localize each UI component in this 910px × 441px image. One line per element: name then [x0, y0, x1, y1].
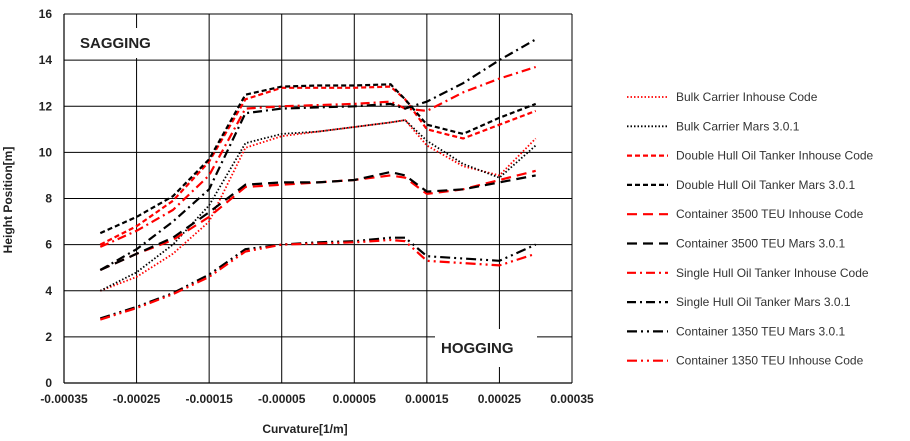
legend-label: Container 1350 TEU Mars 3.0.1	[676, 324, 846, 338]
annotation-background	[435, 329, 537, 367]
legend-label: Bulk Carrier Inhouse Code	[676, 90, 818, 104]
y-tick-label: 14	[39, 53, 53, 67]
legend-label: Double Hull Oil Tanker Mars 3.0.1	[676, 178, 856, 192]
tick-labels: -0.00035 -0.00025 -0.00015 -0.00005 0.00005 0…	[39, 7, 594, 406]
x-tick-label: -0.00015	[185, 392, 233, 406]
legend-label: Single Hull Oil Tanker Inhouse Code	[676, 266, 869, 280]
legend: Bulk Carrier Inhouse Code Bulk Carrier Ma…	[627, 90, 874, 368]
y-tick-label: 16	[39, 7, 53, 21]
annotation-label: HOGGING	[441, 340, 514, 357]
series-line	[99, 85, 537, 246]
y-tick-label: 4	[45, 284, 52, 298]
legend-label: Container 3500 TEU Mars 3.0.1	[676, 237, 846, 251]
x-tick-label: 0.00015	[405, 392, 449, 406]
series-line	[99, 170, 536, 272]
x-axis-title: Curvature[1/m]	[262, 422, 347, 436]
x-tick-label: -0.00035	[40, 392, 88, 406]
x-tick-label: 0.00035	[550, 392, 594, 406]
series-line	[99, 83, 537, 235]
y-tick-label: 8	[45, 192, 52, 206]
axes	[63, 14, 572, 384]
y-tick-label: 0	[45, 376, 52, 390]
y-tick-label: 6	[45, 238, 52, 252]
series-line	[99, 236, 537, 320]
series-line	[99, 238, 537, 321]
legend-label: Single Hull Oil Tanker Mars 3.0.1	[676, 295, 851, 309]
y-tick-label: 10	[39, 145, 53, 159]
series-line	[99, 38, 537, 271]
x-tick-label: 0.00005	[333, 392, 377, 406]
legend-label: Double Hull Oil Tanker Inhouse Code	[676, 149, 874, 163]
series-line	[99, 119, 537, 292]
annotation-label: SAGGING	[80, 35, 151, 52]
y-tick-label: 12	[39, 99, 53, 113]
x-tick-label: -0.00025	[113, 392, 161, 406]
gridlines	[63, 13, 573, 384]
series-line	[99, 119, 537, 292]
series-lines	[99, 38, 537, 321]
legend-label: Bulk Carrier Mars 3.0.1	[676, 119, 800, 133]
x-tick-label: -0.00005	[258, 392, 306, 406]
y-tick-label: 2	[45, 330, 52, 344]
series-line	[99, 65, 537, 248]
annotations: SAGGING HOGGING	[74, 28, 537, 367]
x-tick-label: 0.00025	[478, 392, 522, 406]
y-axis-title: Height Position[m]	[1, 147, 15, 254]
legend-label: Container 1350 TEU Inhouse Code	[676, 354, 864, 368]
annotation-background	[74, 28, 166, 58]
series-line	[99, 169, 536, 272]
legend-label: Container 3500 TEU Inhouse Code	[676, 207, 864, 221]
